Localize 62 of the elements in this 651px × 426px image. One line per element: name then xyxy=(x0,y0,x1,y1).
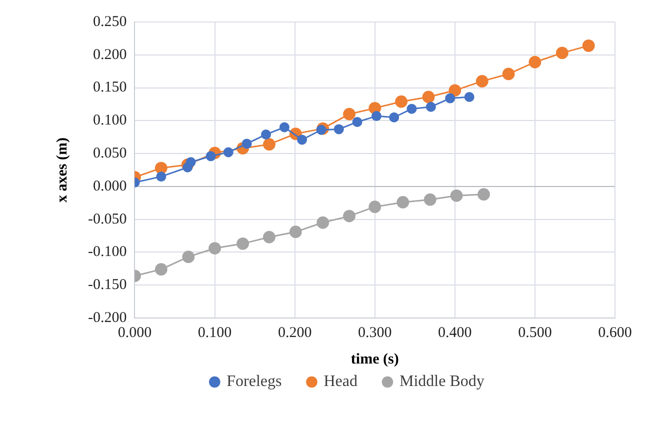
point xyxy=(424,193,436,206)
point xyxy=(450,189,463,202)
point xyxy=(236,237,250,250)
x-tick-label: 0.000 xyxy=(118,324,152,341)
legend-label: Middle Body xyxy=(399,373,484,390)
y-tick-label: 0.000 xyxy=(92,178,127,194)
point xyxy=(223,147,234,158)
point xyxy=(502,68,515,80)
point xyxy=(242,138,252,149)
point xyxy=(261,129,272,140)
point xyxy=(478,188,490,201)
x-tick-label: 0.400 xyxy=(438,324,472,341)
point xyxy=(528,56,542,68)
y-tick-label: -0.150 xyxy=(88,277,127,294)
y-tick-label: -0.050 xyxy=(88,211,127,228)
point xyxy=(476,75,488,88)
legend-label: Head xyxy=(324,373,358,390)
point xyxy=(395,95,408,108)
x-tick-label: 0.500 xyxy=(518,324,552,341)
point xyxy=(316,124,326,135)
point xyxy=(368,200,382,214)
point xyxy=(448,84,462,97)
point xyxy=(182,250,195,264)
point xyxy=(263,138,276,151)
point xyxy=(582,39,595,52)
y-axis-title: x axes (m) xyxy=(54,138,71,202)
point xyxy=(186,157,196,168)
point xyxy=(156,172,166,182)
x-tick-label: 0.600 xyxy=(598,324,632,341)
point xyxy=(343,108,356,120)
x-axis-title: time (s) xyxy=(350,351,399,368)
point xyxy=(422,90,435,104)
y-tick-label: 0.200 xyxy=(92,46,127,63)
point xyxy=(208,242,221,254)
point xyxy=(289,226,302,238)
point xyxy=(316,216,330,229)
point xyxy=(389,112,400,122)
point xyxy=(263,230,276,244)
point xyxy=(343,210,356,222)
point xyxy=(154,263,168,276)
legend-label: Forelegs xyxy=(226,373,282,390)
x-tick-label: 0.100 xyxy=(198,324,232,341)
point xyxy=(445,93,456,104)
point xyxy=(556,46,568,60)
point xyxy=(406,104,417,114)
x-tick-label: 0.300 xyxy=(358,324,392,341)
point xyxy=(426,102,436,112)
y-tick-label: 0.250 xyxy=(92,14,127,30)
point xyxy=(396,196,410,208)
point xyxy=(464,92,474,102)
point xyxy=(279,122,290,132)
point xyxy=(352,116,362,127)
point xyxy=(371,111,382,122)
point xyxy=(297,134,308,145)
y-tick-label: 0.150 xyxy=(92,80,127,96)
y-tick-label: -0.100 xyxy=(88,244,127,260)
y-tick-label: 0.100 xyxy=(92,112,127,129)
point xyxy=(206,151,216,162)
y-tick-label: -0.200 xyxy=(88,310,127,326)
x-tick-label: 0.200 xyxy=(278,324,312,341)
y-tick-label: 0.050 xyxy=(92,145,127,162)
point xyxy=(334,124,344,134)
